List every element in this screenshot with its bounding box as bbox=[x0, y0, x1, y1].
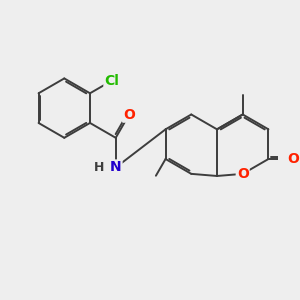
Text: Cl: Cl bbox=[104, 74, 119, 88]
Text: O: O bbox=[123, 108, 135, 122]
Text: O: O bbox=[288, 152, 300, 166]
Text: N: N bbox=[110, 160, 122, 175]
Text: H: H bbox=[94, 161, 105, 174]
Text: O: O bbox=[237, 167, 249, 181]
